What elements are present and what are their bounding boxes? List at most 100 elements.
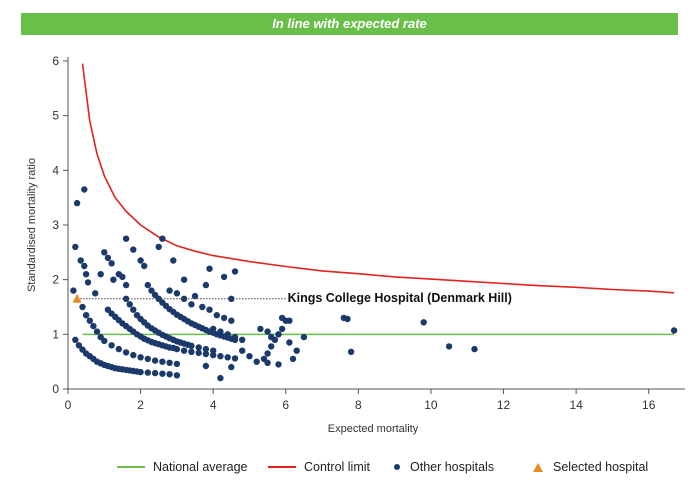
other-hospital-point bbox=[202, 350, 210, 358]
other-hospital-point bbox=[144, 369, 151, 376]
legend-item-national-average: National average bbox=[117, 460, 248, 474]
other-hospital-point bbox=[72, 336, 79, 343]
other-hospital-point bbox=[173, 290, 181, 297]
other-hospital-point bbox=[191, 292, 199, 300]
data-points bbox=[70, 186, 678, 382]
other-hospital-point bbox=[122, 349, 130, 356]
y-tick-label: 5 bbox=[52, 109, 59, 123]
other-hospital-point bbox=[151, 369, 159, 377]
other-hospital-point bbox=[206, 265, 213, 272]
legend: National average Control limit Other hos… bbox=[0, 456, 700, 480]
other-hospital-point bbox=[180, 295, 188, 302]
other-hospital-point bbox=[90, 322, 97, 330]
other-hospital-point bbox=[137, 354, 144, 361]
other-hospital-point bbox=[81, 186, 88, 193]
other-hospital-point bbox=[180, 276, 188, 283]
legend-label-national-average: National average bbox=[153, 460, 248, 474]
other-hospital-point bbox=[130, 351, 137, 359]
other-hospital-point bbox=[231, 268, 239, 275]
other-hospital-point bbox=[224, 354, 231, 361]
other-hospital-point bbox=[92, 290, 99, 297]
x-tick-label: 10 bbox=[424, 398, 438, 412]
national-average-swatch bbox=[117, 466, 145, 468]
other-hospital-point bbox=[137, 257, 144, 264]
other-hospital-point bbox=[278, 325, 286, 333]
other-hospital-point bbox=[206, 306, 213, 313]
x-tick-label: 16 bbox=[642, 398, 656, 412]
other-hospital-point bbox=[126, 301, 133, 308]
other-hospital-point bbox=[246, 353, 253, 360]
other-hospital-point bbox=[264, 328, 271, 335]
other-hospital-point bbox=[202, 281, 210, 289]
other-hospital-point bbox=[228, 317, 235, 324]
other-hospital-point bbox=[188, 342, 195, 349]
other-hospital-point bbox=[72, 243, 79, 251]
y-tick-label: 3 bbox=[52, 218, 59, 232]
chart-banner-title: In line with expected rate bbox=[21, 13, 678, 35]
other-hospital-point bbox=[228, 363, 235, 371]
other-hospital-point bbox=[166, 287, 173, 294]
other-hospital-point bbox=[130, 306, 137, 313]
other-hospitals-marker-icon bbox=[394, 464, 400, 470]
control-limit-swatch bbox=[268, 466, 296, 468]
other-hospital-point bbox=[86, 317, 94, 324]
other-hospital-point bbox=[97, 271, 104, 278]
other-hospital-point bbox=[70, 287, 77, 294]
other-hospital-point bbox=[264, 350, 271, 357]
other-hospital-point bbox=[202, 345, 210, 353]
legend-label-control-limit: Control limit bbox=[304, 460, 370, 474]
other-hospital-point bbox=[73, 199, 81, 207]
other-hospital-point bbox=[210, 325, 217, 333]
other-hospital-point bbox=[275, 361, 282, 368]
other-hospital-point bbox=[264, 359, 271, 366]
y-tick-label: 4 bbox=[52, 163, 59, 177]
other-hospital-point bbox=[101, 249, 108, 256]
other-hospital-point bbox=[253, 358, 260, 365]
other-hospital-point bbox=[108, 342, 115, 349]
other-hospital-point bbox=[180, 347, 188, 354]
other-hospital-point bbox=[159, 235, 166, 242]
x-tick-label: 0 bbox=[65, 398, 72, 412]
other-hospital-point bbox=[75, 342, 83, 349]
selected-hospital-group: Kings College Hospital (Denmark Hill) bbox=[72, 291, 512, 305]
other-hospital-point bbox=[81, 262, 88, 270]
other-hospital-point bbox=[471, 345, 478, 353]
x-tick-label: 6 bbox=[282, 398, 289, 412]
other-hospital-point bbox=[239, 336, 246, 343]
other-hospital-point bbox=[268, 343, 275, 350]
other-hospital-point bbox=[155, 243, 162, 251]
other-hospital-point bbox=[220, 273, 228, 281]
other-hospital-point bbox=[210, 347, 217, 354]
other-hospital-point bbox=[173, 345, 181, 353]
other-hospital-point bbox=[188, 348, 195, 355]
y-tick-label: 2 bbox=[52, 273, 59, 287]
other-hospital-point bbox=[122, 281, 130, 289]
other-hospital-point bbox=[137, 368, 144, 376]
other-hospital-point bbox=[151, 357, 159, 364]
y-tick-label: 0 bbox=[52, 382, 59, 396]
other-hospital-point bbox=[231, 355, 239, 362]
other-hospital-point bbox=[195, 344, 202, 351]
other-hospital-point bbox=[268, 333, 275, 341]
other-hospital-point bbox=[104, 254, 112, 261]
other-hospital-point bbox=[101, 337, 108, 345]
other-hospital-point bbox=[84, 279, 92, 286]
other-hospital-point bbox=[286, 339, 293, 346]
other-hospital-point bbox=[108, 260, 115, 267]
other-hospital-point bbox=[148, 287, 155, 294]
other-hospital-point bbox=[110, 276, 117, 283]
other-hospital-point bbox=[213, 312, 220, 319]
other-hospital-point bbox=[130, 246, 137, 253]
other-hospital-point bbox=[79, 303, 86, 311]
y-axis-label: Standardised mortality ratio bbox=[26, 158, 38, 292]
other-hospital-point bbox=[278, 314, 286, 322]
other-hospital-point bbox=[670, 327, 678, 334]
legend-item-selected-hospital: Selected hospital bbox=[527, 460, 648, 474]
other-hospital-point bbox=[159, 370, 166, 377]
other-hospital-point bbox=[300, 333, 308, 341]
selected-hospital-label: Kings College Hospital (Denmark Hill) bbox=[288, 291, 512, 305]
other-hospital-point bbox=[217, 328, 224, 335]
other-hospital-point bbox=[445, 343, 453, 350]
other-hospital-point bbox=[344, 315, 351, 323]
other-hospital-point bbox=[202, 362, 210, 370]
